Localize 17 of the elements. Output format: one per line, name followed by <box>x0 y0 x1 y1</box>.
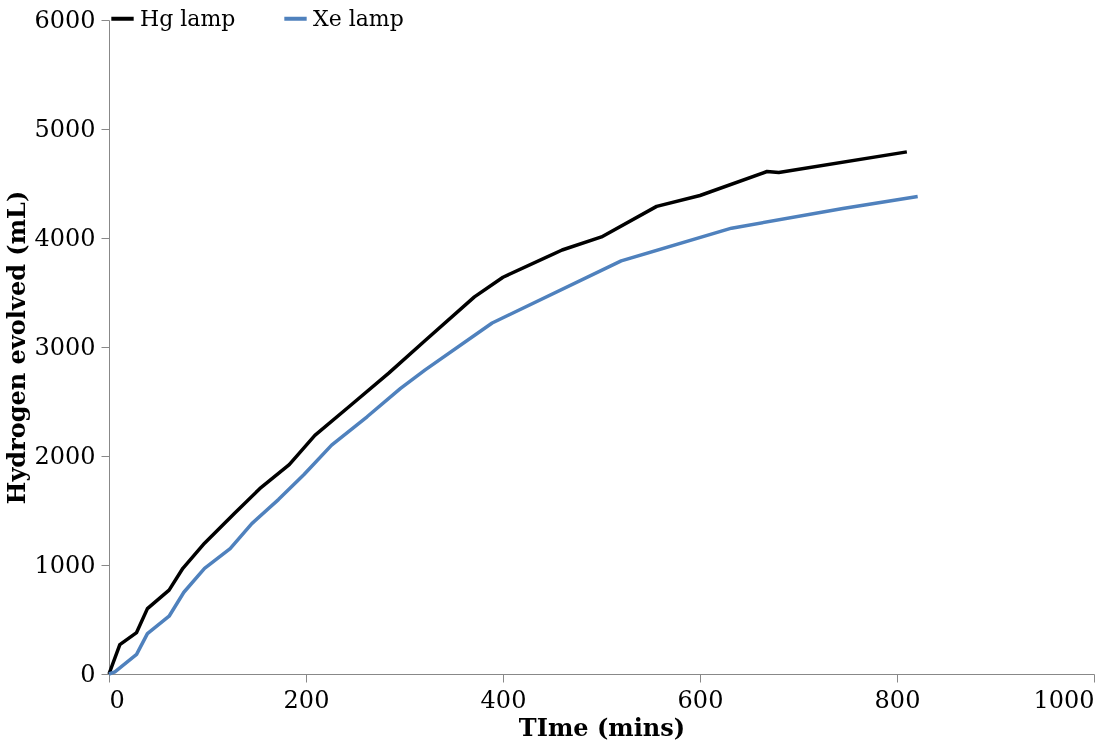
y-tick-label: 4000 <box>34 223 96 252</box>
y-tick-label: 2000 <box>34 441 96 470</box>
y-tick-label: 0 <box>80 659 96 688</box>
y-axis-title: Hydrogen evolved (mL) <box>2 190 32 505</box>
y-tick-label: 5000 <box>34 114 96 143</box>
x-tick-label: 600 <box>677 685 724 714</box>
x-tick-label: 400 <box>480 685 527 714</box>
x-tick-label: 800 <box>874 685 921 714</box>
legend-label: Xe lamp <box>313 5 404 31</box>
x-tick-label: 0 <box>109 685 125 714</box>
x-tick-label: 200 <box>283 685 330 714</box>
x-tick-label: 1000 <box>1033 685 1095 714</box>
y-tick-label: 6000 <box>34 5 96 34</box>
legend-label: Hg lamp <box>140 5 236 31</box>
x-axis-title: TIme (mins) <box>518 712 686 742</box>
y-tick-label: 3000 <box>34 332 96 361</box>
y-tick-label: 1000 <box>34 550 96 579</box>
